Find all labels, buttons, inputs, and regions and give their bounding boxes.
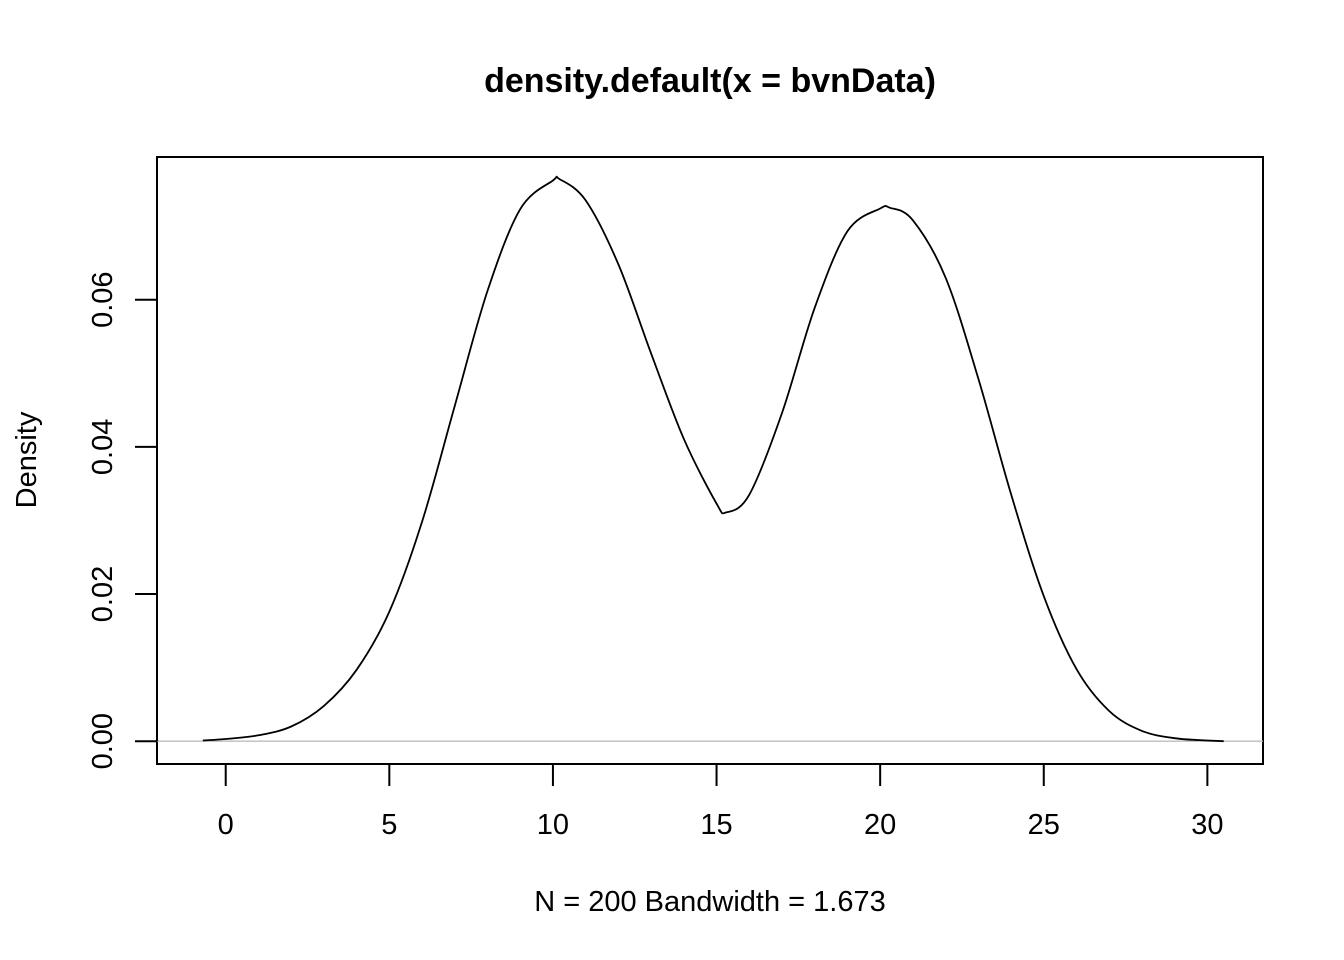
y-axis-label: Density (11, 411, 43, 508)
x-tick-label: 5 (381, 809, 397, 841)
x-axis: 0 5 10 15 20 25 30 (218, 763, 1224, 841)
density-curve (202, 175, 1224, 743)
plot-frame (156, 156, 1264, 765)
y-tick-label: 0.04 (87, 419, 119, 475)
x-tick-label: 15 (700, 809, 732, 841)
y-axis: 0.00 0.02 0.04 0.06 (87, 271, 158, 769)
x-tick-label: 0 (218, 809, 234, 841)
chart-title: density.default(x = bvnData) (484, 62, 936, 100)
y-tick-label: 0.00 (87, 713, 119, 769)
x-tick-label: 20 (864, 809, 896, 841)
x-tick-label: 25 (1028, 809, 1060, 841)
y-tick-label: 0.06 (87, 271, 119, 327)
x-tick-label: 30 (1191, 809, 1223, 841)
y-tick-label: 0.02 (87, 566, 119, 622)
x-axis-label: N = 200 Bandwidth = 1.673 (534, 886, 885, 918)
x-tick-label: 10 (537, 809, 569, 841)
